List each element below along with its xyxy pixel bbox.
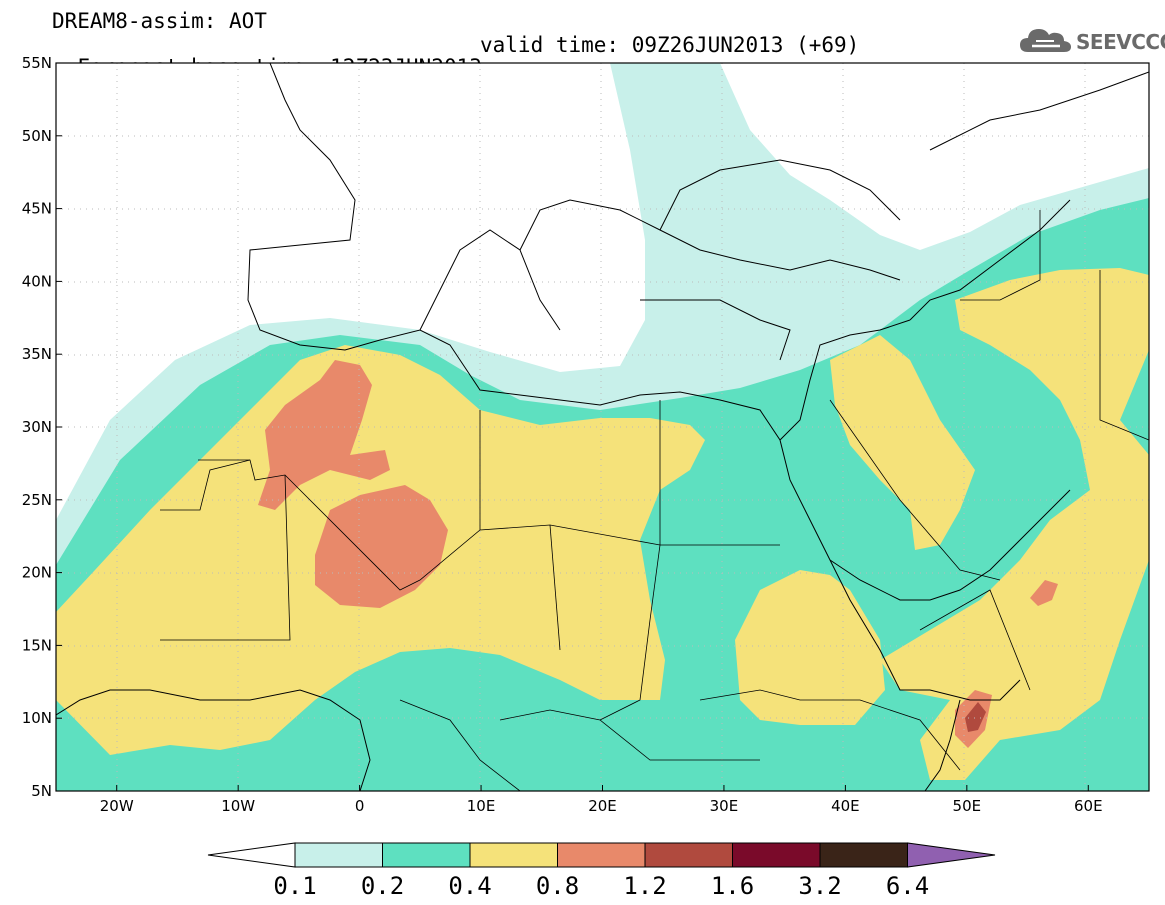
lat-tick-label: 10N bbox=[22, 709, 52, 727]
lon-tick-label: 20W bbox=[100, 797, 134, 815]
lon-tick-label: 50E bbox=[953, 797, 982, 815]
lat-tick-label: 45N bbox=[22, 200, 52, 218]
lat-tick-label: 20N bbox=[22, 564, 52, 582]
colorbar-segment bbox=[557, 842, 646, 868]
lat-tick-label: 25N bbox=[22, 491, 52, 509]
lon-tick-label: 20E bbox=[588, 797, 617, 815]
aot-region-0.4 bbox=[735, 570, 885, 725]
colorbar-segment bbox=[382, 842, 471, 868]
colorbar-label: 0.4 bbox=[448, 872, 492, 900]
lat-tick-label: 15N bbox=[22, 636, 52, 654]
graticule bbox=[56, 63, 1149, 791]
colorbar-segment bbox=[819, 842, 908, 868]
colorbar-label: 1.6 bbox=[710, 872, 755, 900]
lat-tick-label: 35N bbox=[22, 345, 52, 363]
aot-region-0.8 bbox=[315, 485, 448, 608]
coastlines bbox=[56, 63, 1149, 791]
cloud-icon bbox=[1020, 29, 1071, 52]
colorbar-label: 3.2 bbox=[798, 872, 842, 900]
aot-region-1.2 bbox=[965, 702, 986, 732]
lon-tick-label: 60E bbox=[1074, 797, 1103, 815]
aot-region-0.8 bbox=[1030, 580, 1058, 606]
lat-tick-label: 40N bbox=[22, 272, 52, 290]
aot-region-0.4 bbox=[830, 335, 975, 550]
colorbar-label: 1.2 bbox=[623, 872, 667, 900]
map-title: DREAM8-assim: AOT bbox=[52, 9, 267, 33]
lon-tick-label: 10W bbox=[221, 797, 255, 815]
colorbar-label: 6.4 bbox=[885, 872, 930, 900]
colorbar-label: 0.1 bbox=[273, 872, 317, 900]
lat-tick-label: 50N bbox=[22, 127, 52, 145]
colorbar-segment bbox=[294, 842, 383, 868]
lon-tick-label: 40E bbox=[831, 797, 860, 815]
logo-text: SEEVCCC bbox=[1076, 30, 1165, 54]
valid-time: valid time: 09Z26JUN2013 (+69) bbox=[480, 33, 860, 57]
lon-tick-label: 30E bbox=[710, 797, 739, 815]
aot-region-0.4 bbox=[880, 268, 1149, 780]
colorbar-segment bbox=[732, 842, 821, 868]
borders bbox=[160, 210, 1149, 791]
lat-tick-label: 30N bbox=[22, 418, 52, 436]
aot-contours bbox=[56, 63, 1149, 791]
colorbar-label: 0.8 bbox=[535, 872, 580, 900]
longitude-axis: 20W 10W 0 10E 20E 30E 40E 50E 60E bbox=[100, 785, 1103, 815]
seevccc-logo: SEEVCCC bbox=[1018, 22, 1165, 58]
colorbar-segment bbox=[644, 842, 733, 868]
lon-tick-label: 0 bbox=[355, 797, 365, 815]
lat-tick-label: 5N bbox=[31, 782, 52, 800]
colorbar-label: 0.2 bbox=[360, 872, 405, 900]
aot-region-0.8 bbox=[258, 360, 390, 510]
colorbar-segment bbox=[469, 842, 558, 868]
lat-tick-label: 55N bbox=[22, 54, 52, 72]
colorbar-over-triangle bbox=[907, 842, 996, 868]
lon-tick-label: 10E bbox=[467, 797, 496, 815]
latitude-axis: 55N 50N 45N 40N 35N 30N 25N 20N 15N 10N 5N bbox=[22, 54, 62, 800]
colorbar-under-triangle bbox=[207, 842, 296, 868]
